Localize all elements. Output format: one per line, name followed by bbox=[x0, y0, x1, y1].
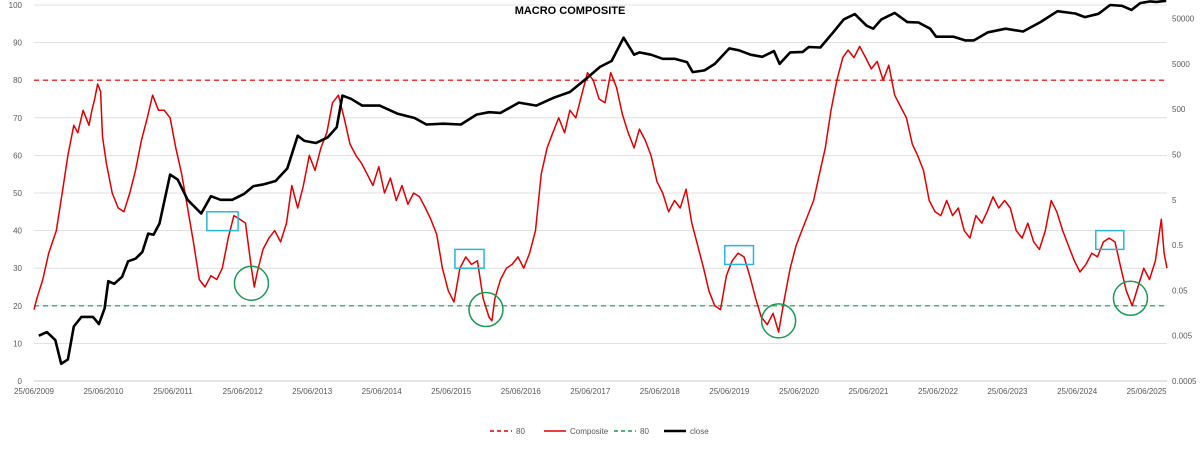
y-right-tick-label: 0.5 bbox=[1172, 241, 1184, 250]
x-tick-label: 25/06/2017 bbox=[570, 387, 611, 396]
highlight-box bbox=[206, 211, 239, 232]
x-tick-label: 25/06/2022 bbox=[918, 387, 959, 396]
y-left-tick-label: 10 bbox=[13, 339, 22, 348]
highlight-box bbox=[454, 248, 485, 269]
legend-label: 80 bbox=[516, 427, 525, 436]
y-left-tick-label: 70 bbox=[13, 114, 22, 123]
tick-labels: 0 10 20 30 40 50 60 70 80 90 100 0.0005 0.005 0.05 0.5… bbox=[9, 1, 1197, 396]
y-right-tick-label: 50 bbox=[1172, 151, 1181, 160]
y-left-tick-label: 0 bbox=[18, 377, 23, 386]
x-tick-label: 25/06/2019 bbox=[709, 387, 750, 396]
x-tick-label: 25/06/2020 bbox=[779, 387, 820, 396]
y-right-tick-label: 0.05 bbox=[1172, 286, 1188, 295]
x-tick-label: 25/06/2021 bbox=[848, 387, 889, 396]
gridlines bbox=[34, 4, 1167, 382]
composite-series-line bbox=[33, 45, 1168, 333]
x-tick-label: 25/06/2016 bbox=[501, 387, 542, 396]
highlight-circle bbox=[233, 265, 270, 301]
y-right-tick-label: 50000 bbox=[1172, 15, 1195, 24]
y-left-tick-label: 100 bbox=[9, 1, 23, 10]
x-tick-label: 25/06/2018 bbox=[640, 387, 681, 396]
y-left-tick-label: 30 bbox=[13, 264, 22, 273]
legend-label: close bbox=[690, 427, 709, 436]
x-tick-label: 25/06/2011 bbox=[153, 387, 193, 396]
x-tick-label: 25/06/2013 bbox=[292, 387, 333, 396]
close-series-line bbox=[38, 0, 1167, 366]
x-tick-label: 25/06/2009 bbox=[14, 387, 55, 396]
highlight-circle bbox=[468, 291, 504, 328]
legend: 80 Composite 80 close bbox=[490, 427, 709, 436]
x-tick-label: 25/06/2014 bbox=[362, 387, 403, 396]
y-right-tick-label: 500 bbox=[1172, 105, 1186, 114]
x-tick-label: 25/06/2024 bbox=[1057, 387, 1098, 396]
y-left-tick-label: 20 bbox=[13, 302, 22, 311]
y-right-tick-label: 0.0005 bbox=[1172, 377, 1197, 386]
y-left-tick-label: 90 bbox=[13, 39, 22, 48]
y-right-tick-label: 0.005 bbox=[1172, 332, 1193, 341]
chart-title: MACRO COMPOSITE bbox=[515, 5, 626, 17]
x-tick-label: 25/06/2023 bbox=[987, 387, 1028, 396]
highlight-box bbox=[1095, 229, 1125, 251]
legend-label: Composite bbox=[570, 427, 609, 436]
y-left-tick-label: 40 bbox=[13, 227, 22, 236]
highlight-circle bbox=[760, 303, 797, 339]
y-left-tick-label: 60 bbox=[13, 151, 22, 160]
y-right-tick-label: 5000 bbox=[1172, 60, 1190, 69]
x-tick-label: 25/06/2025 bbox=[1127, 387, 1168, 396]
highlight-circle bbox=[1112, 280, 1149, 317]
x-tick-label: 25/06/2010 bbox=[83, 387, 124, 396]
x-tick-label: 25/06/2012 bbox=[223, 387, 264, 396]
y-left-tick-label: 80 bbox=[13, 76, 22, 85]
highlight-box bbox=[723, 244, 755, 266]
y-left-tick-label: 50 bbox=[13, 189, 22, 198]
annotations bbox=[206, 211, 1149, 339]
x-tick-label: 25/06/2015 bbox=[431, 387, 472, 396]
legend-label: 80 bbox=[640, 427, 649, 436]
series-lines bbox=[33, 0, 1168, 366]
y-right-tick-label: 5 bbox=[1172, 196, 1177, 205]
